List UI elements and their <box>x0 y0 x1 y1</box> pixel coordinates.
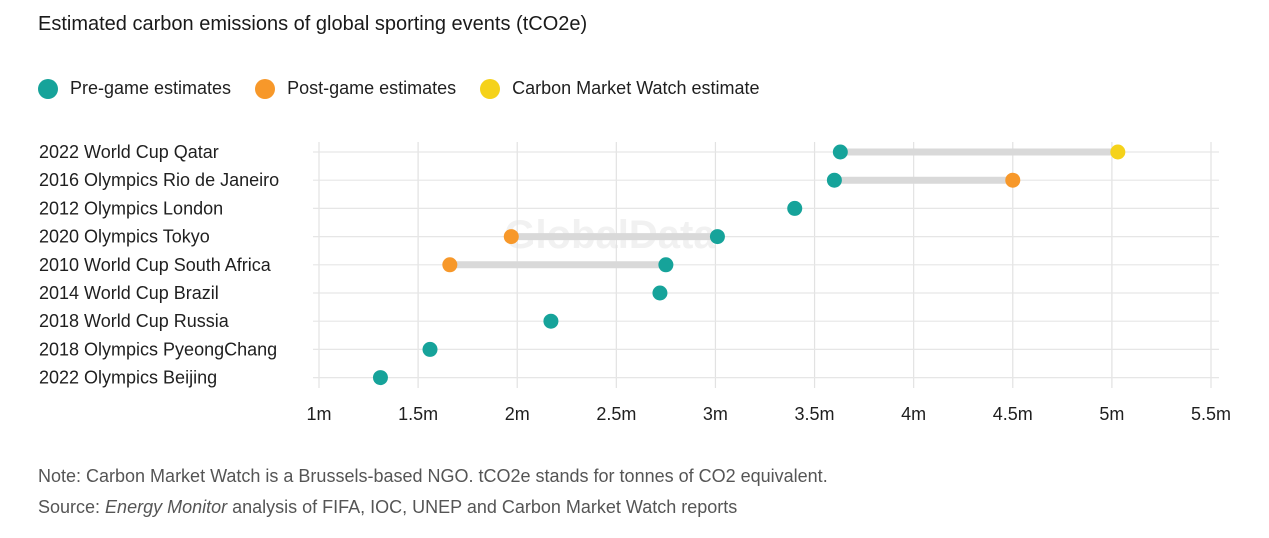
legend-swatch-post-game <box>255 78 276 99</box>
point-pre-game-estimates <box>652 285 668 301</box>
source-text: Source: Energy Monitor analysis of FIFA,… <box>38 492 828 523</box>
legend: Pre-game estimates Post-game estimates C… <box>38 78 784 99</box>
point-pre-game-estimates <box>543 313 559 329</box>
category-label: 2022 Olympics Beijing <box>39 368 217 388</box>
x-tick-label: 3m <box>703 404 728 424</box>
point-pre-game-estimates <box>832 144 848 160</box>
note-text: Note: Carbon Market Watch is a Brussels-… <box>38 466 828 486</box>
point-pre-game-estimates <box>787 200 803 216</box>
x-tick-label: 4m <box>901 404 926 424</box>
x-tick-label: 5.5m <box>1191 404 1231 424</box>
category-label: 2018 World Cup Russia <box>39 311 230 331</box>
legend-label-cmw: Carbon Market Watch estimate <box>512 78 760 98</box>
source-italic: Energy Monitor <box>105 497 228 517</box>
point-pre-game-estimates <box>372 370 388 386</box>
legend-swatch-cmw <box>480 78 501 99</box>
x-tick-label: 4.5m <box>993 404 1033 424</box>
category-label: 2020 Olympics Tokyo <box>39 227 210 247</box>
x-tick-label: 1m <box>306 404 331 424</box>
x-tick-label: 5m <box>1099 404 1124 424</box>
category-label: 2022 World Cup Qatar <box>39 142 219 162</box>
x-tick-label: 1.5m <box>398 404 438 424</box>
chart-notes: Note: Carbon Market Watch is a Brussels-… <box>38 461 828 523</box>
point-pre-game-estimates <box>826 172 842 188</box>
point-post-game-estimates <box>442 257 458 273</box>
x-tick-label: 2m <box>505 404 530 424</box>
x-tick-label: 3.5m <box>795 404 835 424</box>
legend-label-post-game: Post-game estimates <box>287 78 457 98</box>
source-rest: analysis of FIFA, IOC, UNEP and Carbon M… <box>227 497 738 517</box>
point-pre-game-estimates <box>658 257 674 273</box>
category-label: 2010 World Cup South Africa <box>39 255 272 275</box>
category-label: 2016 Olympics Rio de Janeiro <box>39 170 279 190</box>
point-carbon-market-watch-estimate <box>1110 144 1126 160</box>
legend-item-post-game: Post-game estimates <box>255 78 456 99</box>
category-label: 2012 Olympics London <box>39 198 223 218</box>
legend-swatch-pre-game <box>38 78 58 99</box>
category-label: 2014 World Cup Brazil <box>39 283 219 303</box>
legend-item-pre-game: Pre-game estimates <box>38 78 231 99</box>
source-prefix: Source: <box>38 497 106 517</box>
chart-title: Estimated carbon emissions of global spo… <box>38 13 588 35</box>
x-tick-label: 2.5m <box>596 404 636 424</box>
point-post-game-estimates <box>1005 172 1021 188</box>
category-label: 2018 Olympics PyeongChang <box>39 339 277 359</box>
legend-item-cmw: Carbon Market Watch estimate <box>480 78 760 99</box>
point-pre-game-estimates <box>709 229 725 245</box>
point-pre-game-estimates <box>422 341 438 357</box>
point-post-game-estimates <box>503 229 519 245</box>
legend-label-pre-game: Pre-game estimates <box>70 78 232 98</box>
